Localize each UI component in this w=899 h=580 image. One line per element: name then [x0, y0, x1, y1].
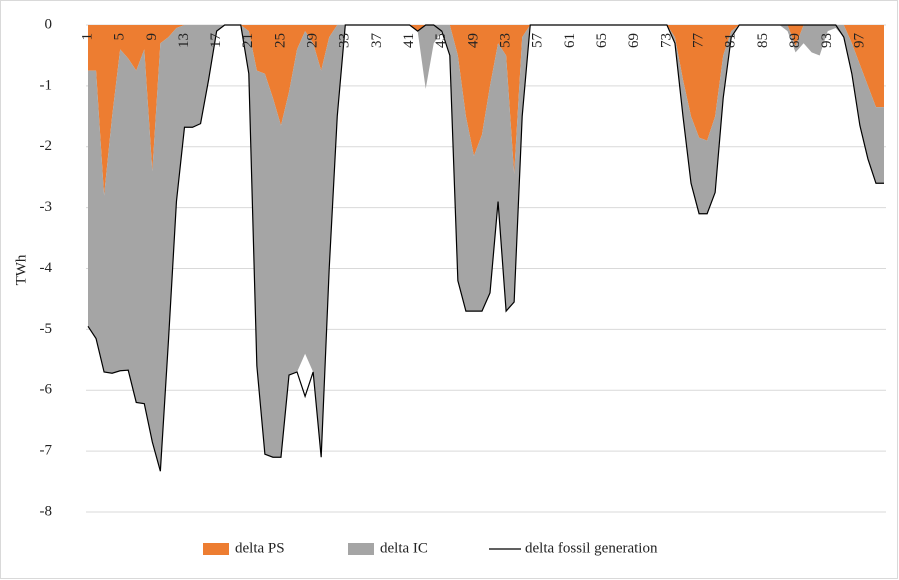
- y-tick-label: -6: [40, 382, 53, 398]
- line: [87, 24, 884, 472]
- x-tick-label: 25: [272, 33, 288, 48]
- x-tick-label: 69: [626, 33, 642, 48]
- x-tick-label: 41: [401, 33, 417, 48]
- y-tick-label: -4: [40, 260, 53, 276]
- legend-label: delta PS: [235, 540, 285, 556]
- y-tick-label: -5: [40, 321, 53, 337]
- x-tick-label: 49: [465, 33, 481, 48]
- legend-swatch: [348, 543, 374, 555]
- x-tick-label: 45: [433, 33, 449, 48]
- x-tick-label: 77: [691, 33, 707, 49]
- legend-label: delta fossil generation: [525, 540, 658, 556]
- legend-label: delta IC: [380, 540, 428, 556]
- y-tick-label: 0: [45, 16, 53, 32]
- y-tick-label: -2: [40, 138, 53, 154]
- y-tick-label: -3: [40, 199, 53, 215]
- legend-swatch: [203, 543, 229, 555]
- x-tick-label: 65: [594, 33, 610, 48]
- x-tick-label: 81: [723, 33, 739, 48]
- x-tick-label: 89: [787, 33, 803, 48]
- x-tick-label: 33: [337, 33, 353, 48]
- x-tick-label: 1: [79, 33, 95, 41]
- x-tick-label: 73: [658, 33, 674, 48]
- x-tick-label: 21: [240, 33, 256, 48]
- x-tick-label: 85: [755, 33, 771, 48]
- x-tick-label: 61: [562, 33, 578, 48]
- x-tick-label: 97: [851, 33, 867, 49]
- x-tick-label: 93: [819, 33, 835, 48]
- x-tick-label: 57: [530, 33, 546, 49]
- y-axis-label: TWh: [13, 254, 29, 285]
- y-tick-label: -7: [40, 443, 53, 459]
- y-tick-label: -8: [40, 503, 53, 519]
- x-tick-label: 17: [208, 33, 224, 49]
- y-tick-label: -1: [40, 77, 53, 93]
- x-tick-label: 9: [144, 33, 160, 41]
- x-tick-label: 37: [369, 33, 385, 49]
- x-tick-label: 53: [498, 33, 514, 48]
- x-tick-label: 13: [176, 33, 192, 48]
- x-tick-label: 5: [112, 33, 128, 41]
- area: [88, 25, 884, 472]
- x-tick-label: 29: [305, 33, 321, 48]
